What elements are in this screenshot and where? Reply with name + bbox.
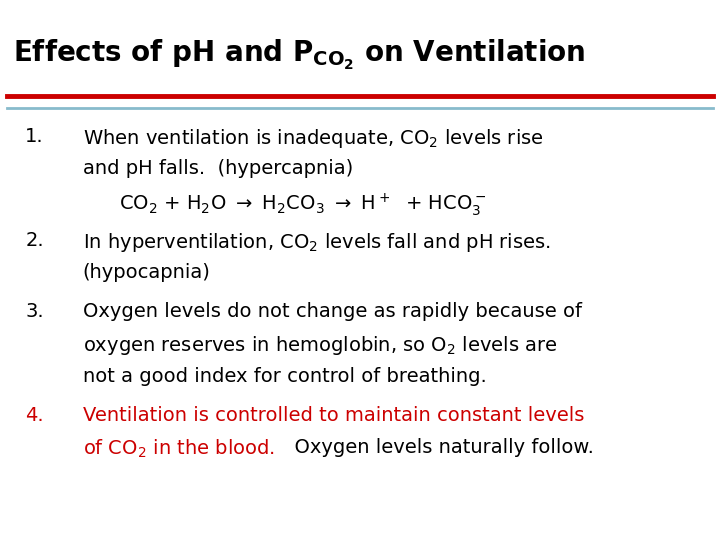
- Text: and pH falls.  (hypercapnia): and pH falls. (hypercapnia): [83, 159, 353, 178]
- Text: CO$_2$ + H$_2$O $\rightarrow$ H$_2$CO$_3$ $\rightarrow$ H$^+$  + HCO$_3^-$: CO$_2$ + H$_2$O $\rightarrow$ H$_2$CO$_3…: [119, 192, 486, 219]
- Text: 4.: 4.: [25, 406, 44, 424]
- Text: 1.: 1.: [25, 127, 44, 146]
- Text: not a good index for control of breathing.: not a good index for control of breathin…: [83, 367, 487, 386]
- Text: Effects of pH and P$_{\mathbf{CO_2}}$ on Ventilation: Effects of pH and P$_{\mathbf{CO_2}}$ on…: [13, 38, 585, 72]
- Text: 2.: 2.: [25, 231, 44, 249]
- Text: In hyperventilation, CO$_2$ levels fall and pH rises.: In hyperventilation, CO$_2$ levels fall …: [83, 231, 551, 254]
- Text: Oxygen levels do not change as rapidly because of: Oxygen levels do not change as rapidly b…: [83, 302, 582, 321]
- Text: Ventilation is controlled to maintain constant levels: Ventilation is controlled to maintain co…: [83, 406, 584, 424]
- Text: oxygen reserves in hemoglobin, so O$_2$ levels are: oxygen reserves in hemoglobin, so O$_2$ …: [83, 334, 557, 357]
- Text: 3.: 3.: [25, 302, 44, 321]
- Text: of CO$_2$ in the blood.: of CO$_2$ in the blood.: [83, 438, 275, 460]
- Text: (hypocapnia): (hypocapnia): [83, 263, 211, 282]
- Text: When ventilation is inadequate, CO$_2$ levels rise: When ventilation is inadequate, CO$_2$ l…: [83, 127, 544, 150]
- Text: Oxygen levels naturally follow.: Oxygen levels naturally follow.: [282, 438, 594, 457]
